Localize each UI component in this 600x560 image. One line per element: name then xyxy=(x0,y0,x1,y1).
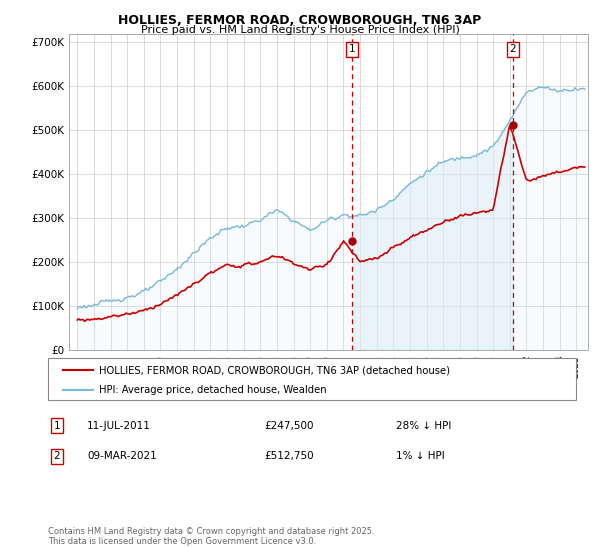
Text: 1% ↓ HPI: 1% ↓ HPI xyxy=(396,451,445,461)
Text: HOLLIES, FERMOR ROAD, CROWBOROUGH, TN6 3AP: HOLLIES, FERMOR ROAD, CROWBOROUGH, TN6 3… xyxy=(118,14,482,27)
Text: 1: 1 xyxy=(349,44,356,54)
Text: Contains HM Land Registry data © Crown copyright and database right 2025.
This d: Contains HM Land Registry data © Crown c… xyxy=(48,526,374,546)
Text: 1: 1 xyxy=(53,421,61,431)
Text: £247,500: £247,500 xyxy=(264,421,314,431)
Text: Price paid vs. HM Land Registry's House Price Index (HPI): Price paid vs. HM Land Registry's House … xyxy=(140,25,460,35)
Text: 2: 2 xyxy=(53,451,61,461)
Text: 28% ↓ HPI: 28% ↓ HPI xyxy=(396,421,451,431)
Text: 09-MAR-2021: 09-MAR-2021 xyxy=(87,451,157,461)
Text: HPI: Average price, detached house, Wealden: HPI: Average price, detached house, Weal… xyxy=(99,385,326,395)
Text: 2: 2 xyxy=(509,44,516,54)
Text: £512,750: £512,750 xyxy=(264,451,314,461)
Text: 11-JUL-2011: 11-JUL-2011 xyxy=(87,421,151,431)
Text: HOLLIES, FERMOR ROAD, CROWBOROUGH, TN6 3AP (detached house): HOLLIES, FERMOR ROAD, CROWBOROUGH, TN6 3… xyxy=(99,365,450,375)
